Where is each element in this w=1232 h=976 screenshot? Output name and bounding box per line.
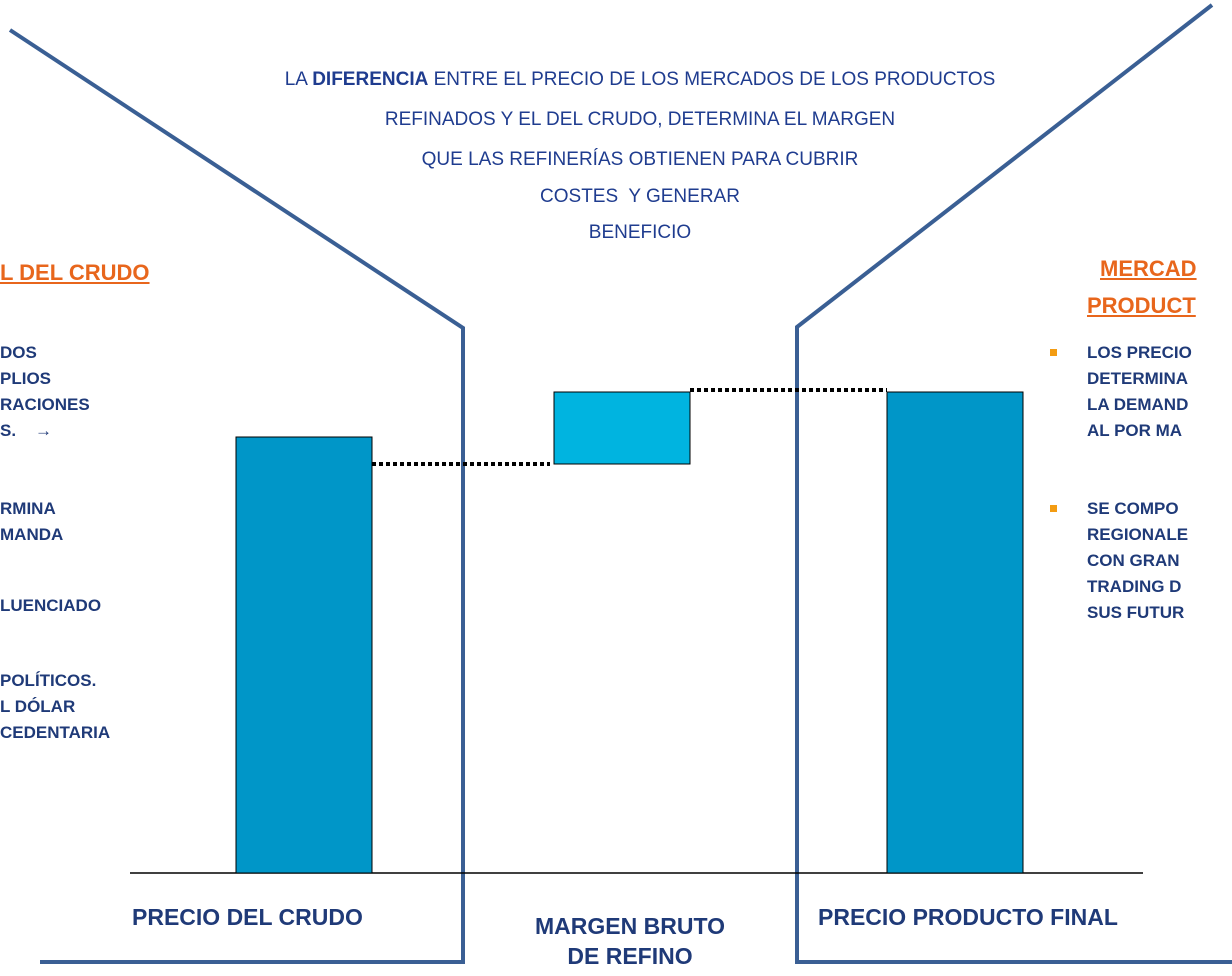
label-crude: PRECIO DEL CRUDO [132,904,363,930]
right-text: AL POR MA [1087,421,1183,440]
left-heading: L DEL CRUDO [0,260,150,285]
left-text: L DÓLAR [0,697,76,716]
right-text: CON GRAN [1087,551,1180,570]
intro-line: REFINADOS Y EL DEL CRUDO, DETERMINA EL M… [384,109,896,130]
right-heading: MERCAD [1100,256,1197,281]
label-final: PRECIO PRODUCTO FINAL [818,904,1118,930]
left-text: LUENCIADO [0,596,102,615]
right-text: LA DEMAND [1087,395,1189,414]
bar-margin [553,391,691,465]
intro-text: LA [284,69,313,90]
label-margin: DE REFINO [567,943,693,969]
right-text: TRADING D [1087,577,1182,596]
left-text: DOS [0,343,37,362]
intro-line: BENEFICIO [588,222,692,243]
right-heading: PRODUCT [1087,293,1196,318]
left-text: S. → [0,421,52,440]
left-text: CEDENTARIA [0,723,111,742]
funnel-left [8,28,465,964]
left-text: PLIOS [0,369,52,388]
right-text: REGIONALE [1087,525,1189,544]
right-text: LOS PRECIO [1087,343,1192,362]
bar-final [886,391,1024,874]
right-text: SE COMPO [1087,499,1179,518]
funnel-right [795,3,1232,964]
bullet [1050,505,1057,512]
left-text: RMINA [0,499,56,518]
left-text: RACIONES [0,395,90,414]
bar-crude [235,436,373,874]
right-text: SUS FUTUR [1087,603,1185,622]
label-margin: MARGEN BRUTO [535,913,725,939]
right-text: DETERMINA [1087,369,1189,388]
intro-line: LA DIFERENCIA ENTRE EL PRECIO DE LOS MER… [0,70,1232,89]
bullet [1050,349,1057,356]
intro-text: ENTRE EL PRECIO DE LOS MERCADOS DE LOS P… [428,69,996,90]
intro-text: DIFERENCIA [312,69,429,90]
intro-line: COSTES Y GENERAR [540,186,740,207]
left-text: MANDA [0,525,64,544]
intro-line: QUE LAS REFINERÍAS OBTIENEN PARA CUBRIR [421,149,859,170]
left-text: POLÍTICOS. [0,671,97,690]
